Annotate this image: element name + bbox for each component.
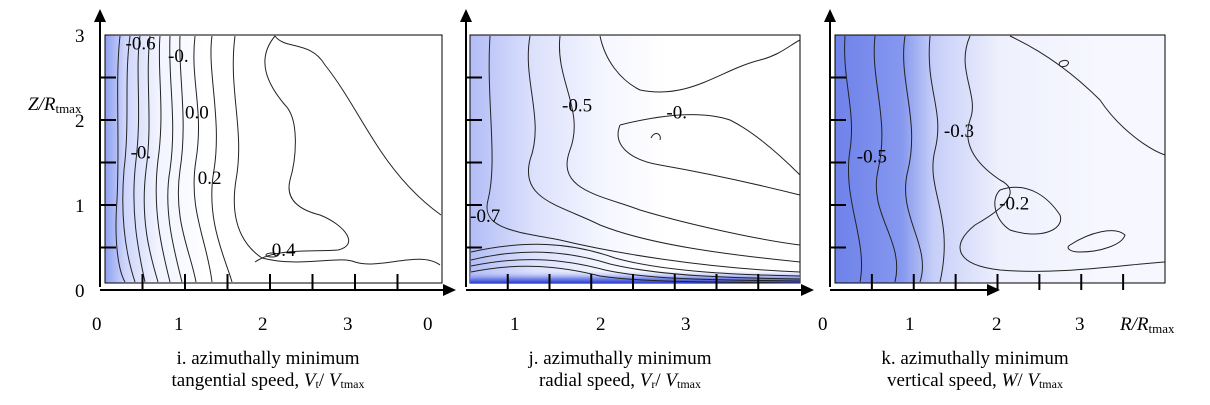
contour-line	[599, 35, 801, 93]
panel-k-contours	[844, 35, 1166, 283]
contour-line	[470, 259, 801, 282]
panel-j-contours	[470, 35, 801, 284]
panel-i	[104, 34, 443, 284]
contour-line	[470, 243, 801, 277]
contour-line	[193, 35, 213, 283]
panel-k-xtick-label: 3	[1075, 314, 1085, 335]
caption-line: radial speed, Vr/ Vtmax	[538, 370, 701, 391]
contour-label: -0.	[666, 102, 687, 123]
contour-line	[486, 35, 801, 273]
contour-label: -0.	[168, 46, 189, 67]
contour-label: 0.4	[272, 240, 296, 261]
contour-line	[1067, 230, 1126, 253]
panel-j-xtick-label: 2	[596, 314, 606, 335]
panel-k-xtick-label: 0	[818, 314, 828, 335]
contour-line	[167, 35, 183, 283]
contour-line	[558, 35, 801, 246]
panel-i-ytick-label: 0	[75, 281, 85, 302]
contour-line	[617, 124, 801, 196]
contour-line	[210, 35, 233, 283]
contour-label: -0.7	[470, 206, 500, 227]
caption-line: j. azimuthally minimum	[528, 348, 712, 369]
contour-line	[232, 35, 441, 266]
x-axis-title: R/Rtmax	[1119, 314, 1175, 336]
caption-line: vertical speed, W/ Vtmax	[887, 370, 1063, 391]
panel-k-plot-area	[834, 34, 1166, 284]
contour-line	[265, 252, 279, 258]
panel-j-caption: j. azimuthally minimum radial speed, Vr/…	[470, 348, 770, 395]
contour-line	[470, 265, 801, 284]
panel-j-x-arrow	[801, 284, 814, 296]
panel-k-y-arrow	[824, 9, 836, 22]
panel-i-xtick-label: 1	[174, 314, 184, 335]
contour-line	[650, 133, 661, 141]
contour-line	[155, 35, 171, 283]
contour-line	[873, 35, 898, 283]
panel-j-strong-band	[470, 225, 800, 283]
panel-k	[834, 34, 1166, 284]
tick-labels: 3 2 1 0 0 1 2 3 0 1 2 3 0 1 2 3	[75, 26, 1085, 335]
contour-line	[274, 35, 442, 216]
contour-line	[470, 251, 801, 280]
panel-k-xtick-label: 2	[992, 314, 1002, 335]
contour-label: -0.3	[944, 121, 974, 142]
tick-marks	[100, 76, 1125, 290]
panel-i-ytick-label: 2	[75, 111, 85, 132]
axes	[94, 9, 1000, 296]
contour-line	[844, 35, 862, 283]
panel-i-y-arrow	[94, 9, 106, 22]
panel-i-caption: i. azimuthally minimum tangential speed,…	[118, 348, 418, 395]
panel-i-ytick-label: 3	[75, 26, 85, 47]
contour-line	[994, 186, 1062, 235]
caption-line: i. azimuthally minimum	[176, 348, 360, 369]
contour-line	[928, 35, 945, 283]
panel-j-xtick-label: 0	[423, 314, 433, 335]
contour-line	[177, 35, 197, 283]
caption-line: tangential speed, Vt/ Vtmax	[171, 370, 365, 391]
panel-j	[469, 34, 801, 284]
panel-i-ytick-label: 1	[75, 196, 85, 217]
contour-line	[1009, 35, 1166, 156]
contour-line	[959, 35, 1166, 272]
panel-j-xtick-label: 3	[681, 314, 691, 335]
contour-line	[122, 35, 136, 283]
contour-line	[115, 35, 126, 283]
caption-line: k. azimuthally minimum	[881, 348, 1069, 369]
contour-line	[903, 35, 923, 283]
contour-line	[619, 114, 801, 176]
contour-label: 0.2	[198, 168, 222, 189]
contour-label: -0.	[131, 142, 152, 163]
contour-label: -0.6	[126, 33, 156, 54]
panel-k-xtick-label: 1	[905, 314, 915, 335]
panel-i-contours	[115, 35, 442, 283]
panel-i-xtick-label: 3	[343, 314, 353, 335]
contour-label: -0.5	[562, 96, 592, 117]
panel-i-x-arrow	[443, 284, 456, 296]
contour-label: 0.0	[185, 102, 209, 123]
panel-k-x-arrow	[987, 284, 1000, 296]
panel-i-xtick-label: 2	[258, 314, 268, 335]
contour-line	[133, 35, 146, 283]
contour-label: -0.2	[999, 193, 1029, 214]
panel-j-xtick-label: 1	[510, 314, 520, 335]
contour-line	[527, 35, 801, 263]
panel-i-xtick-label: 0	[92, 314, 102, 335]
panel-k-caption: k. azimuthally minimum vertical speed, W…	[825, 348, 1125, 395]
contour-labels: -0.6 -0. 0.0 -0. 0.2 0.4 -0.5 -0. -0.7 -0.5 -0.3 -0…	[126, 33, 1030, 261]
panel-j-y-arrow	[460, 9, 472, 22]
contour-line	[254, 35, 350, 263]
contour-line	[143, 35, 159, 283]
contour-label: -0.5	[857, 147, 887, 168]
contour-line	[1058, 59, 1069, 68]
y-axis-title: Z/Rtmax	[28, 94, 82, 116]
